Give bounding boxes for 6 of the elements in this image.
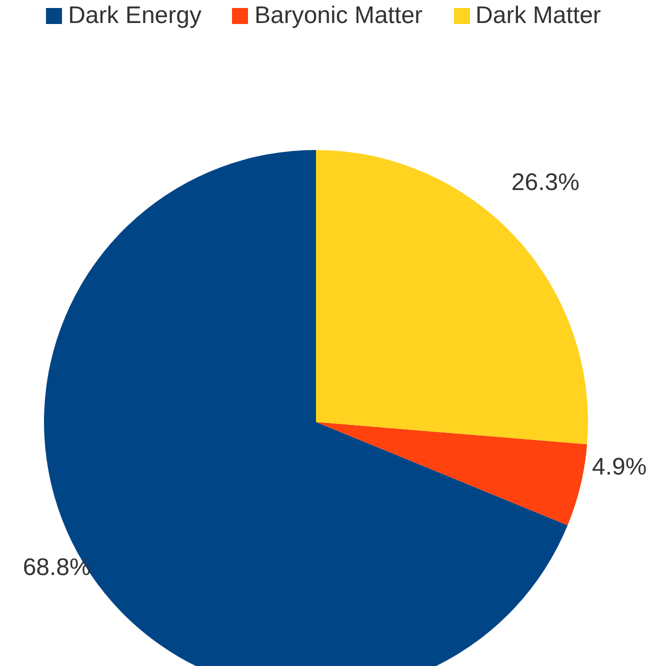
legend-label: Baryonic Matter xyxy=(254,2,423,30)
legend-label: Dark Matter xyxy=(476,2,601,30)
data-label: 26.3% xyxy=(511,169,580,196)
legend-label: Dark Energy xyxy=(68,2,202,30)
data-label: 68.8% xyxy=(22,554,91,582)
data-label: 4.9% xyxy=(592,453,647,480)
